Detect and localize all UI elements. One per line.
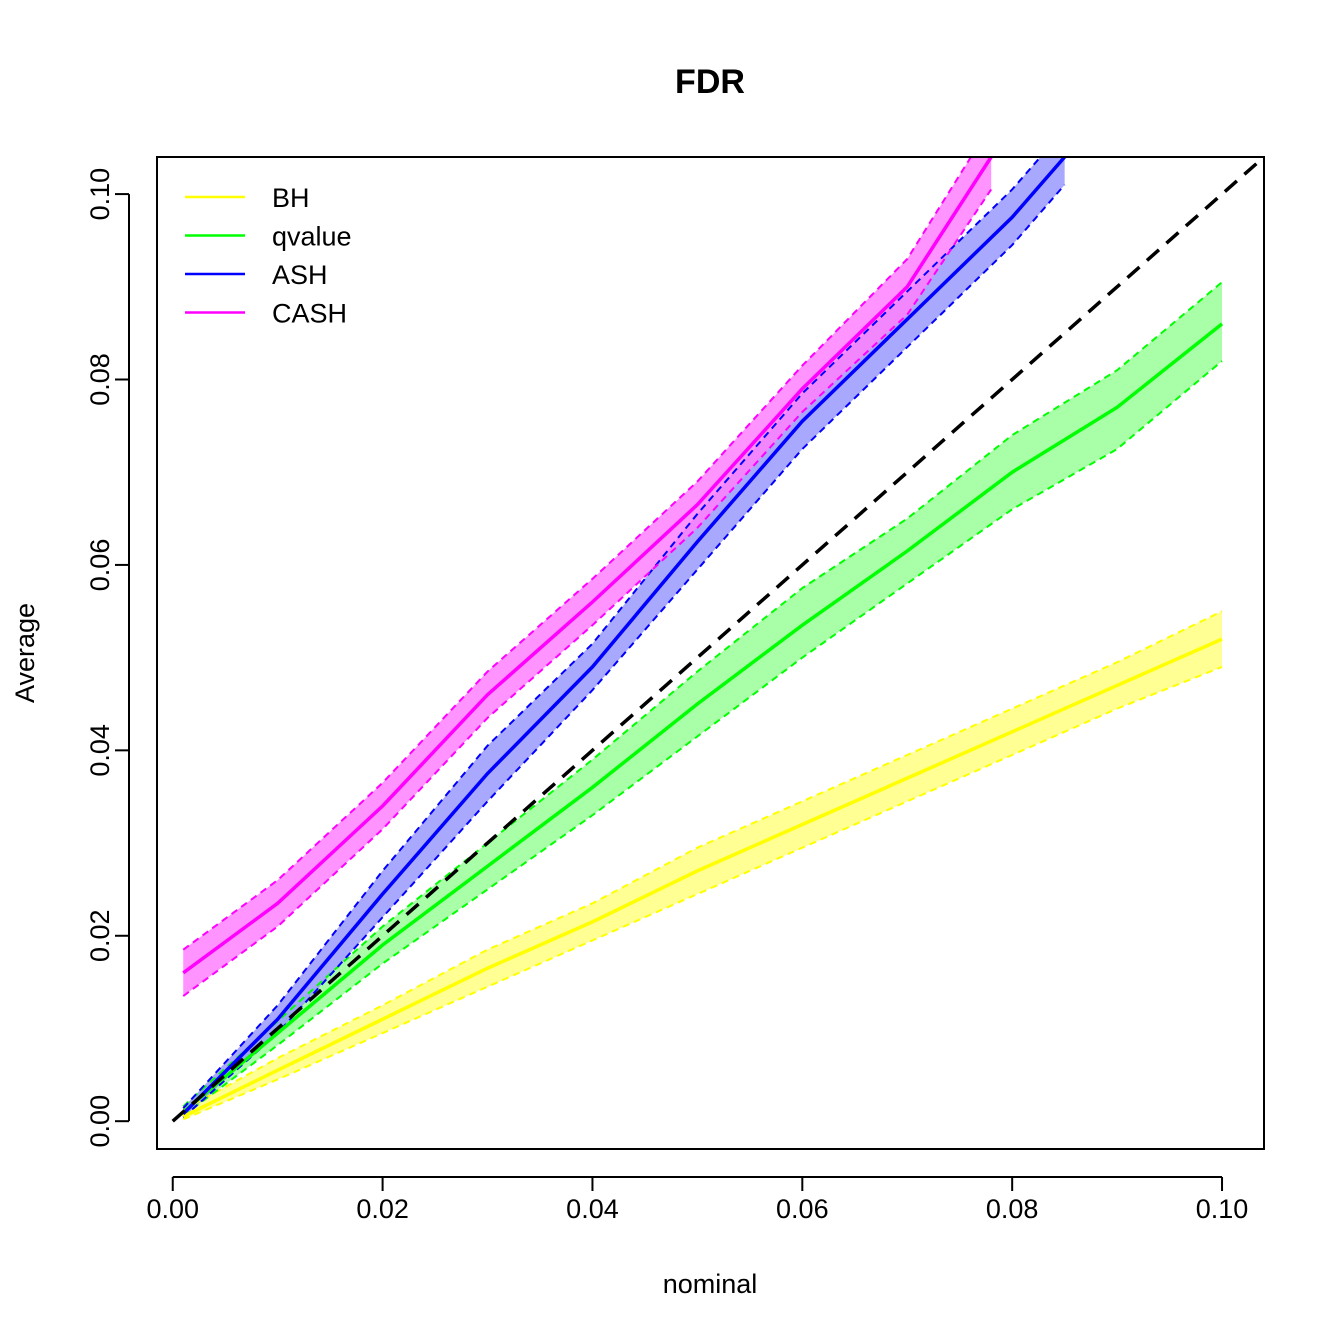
series-line-ash	[181, 157, 1066, 1116]
x-tick-label: 0.02	[356, 1194, 409, 1224]
legend-label-qvalue: qvalue	[272, 222, 352, 252]
chart-title: FDR	[675, 63, 745, 101]
band-lower-ash	[182, 184, 1066, 1119]
band-cash	[183, 157, 992, 997]
legend-label-ash: ASH	[272, 260, 328, 290]
band-lower-cash	[182, 188, 993, 997]
reference-line	[171, 157, 1264, 1123]
x-tick-label: 0.06	[776, 1194, 829, 1224]
band-lower-qvalue	[182, 360, 1223, 1117]
confidence-bands	[183, 157, 1223, 1120]
band-bh	[183, 611, 1223, 1120]
legend: BH qvalue ASH CASH	[185, 183, 352, 329]
y-axis-label: Average	[10, 603, 40, 703]
series-line-bh	[182, 637, 1223, 1119]
band-upper-bh	[182, 610, 1223, 1111]
band-lower-bh	[182, 665, 1223, 1121]
x-tick-label: 0.08	[986, 1194, 1039, 1224]
legend-label-bh: BH	[272, 183, 310, 213]
x-tick-label: 0.10	[1196, 1194, 1249, 1224]
band-upper-cash	[182, 157, 973, 951]
y-tick-label: 0.10	[85, 168, 115, 221]
series-lines	[171, 157, 1264, 1123]
y-tick-label: 0.04	[85, 724, 115, 777]
y-tick-label: 0.02	[85, 909, 115, 962]
y-tick-label: 0.08	[85, 353, 115, 406]
x-axis-label: nominal	[663, 1269, 758, 1299]
x-tick-label: 0.00	[146, 1194, 199, 1224]
y-tick-label: 0.00	[85, 1095, 115, 1148]
plot-frame	[156, 156, 1265, 1150]
axes: 0.00 0.02 0.04 0.06 0.08 0.10 0.00 0.02 0.04 0.06…	[85, 156, 1265, 1224]
series-line-qvalue	[182, 322, 1224, 1114]
band-upper-ash	[182, 157, 1042, 1109]
series-line-cash	[182, 157, 993, 975]
legend-label-cash: CASH	[272, 299, 347, 329]
band-upper-qvalue	[182, 281, 1223, 1108]
y-tick-label: 0.06	[85, 539, 115, 592]
x-tick-label: 0.04	[566, 1194, 619, 1224]
band-ash	[183, 157, 1065, 1118]
